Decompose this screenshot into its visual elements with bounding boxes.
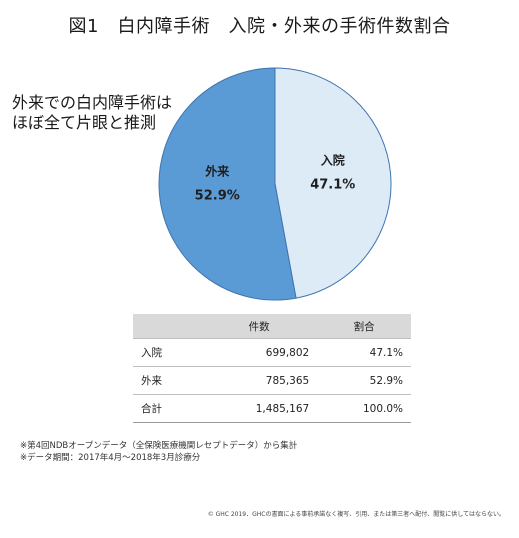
pie-chart: 入院 47.1% 外来 52.9% (158, 67, 392, 301)
table-row: 外来 785,365 52.9% (133, 366, 411, 395)
table-cell-count: 785,365 (201, 366, 318, 395)
table-header-blank (133, 314, 201, 339)
table-cell-label: 入院 (133, 338, 201, 367)
slice-value-label: 47.1% (310, 178, 355, 193)
table-cell-ratio: 100.0% (317, 394, 411, 423)
table-header-ratio: 割合 (317, 314, 411, 339)
pie-slice (158, 67, 297, 301)
chart-title: 図1 白内障手術 入院・外来の手術件数割合 (68, 16, 451, 37)
table-header-row: 件数 割合 (133, 314, 411, 339)
copyright-notice: © GHC 2019．GHCの書面による事前承諾なく複写、引用、または第三者へ配… (207, 511, 505, 518)
footnote-line: ※第4回NDBオープンデータ（全保険医療機関レセプトデータ）から集計 (20, 441, 298, 451)
footnote-line: ※データ期間：2017年4月～2018年3月診療分 (20, 453, 201, 463)
table-cell-label: 合計 (133, 394, 201, 423)
data-table: 件数 割合 入院 699,802 47.1% 外来 785,365 52.9% … (133, 314, 411, 423)
footnotes: ※第4回NDBオープンデータ（全保険医療機関レセプトデータ）から集計 ※データ期… (20, 440, 297, 464)
table-row: 合計 1,485,167 100.0% (133, 394, 411, 423)
pie-slice (274, 67, 392, 299)
slice-label: 外来 (205, 163, 230, 178)
table-cell-count: 1,485,167 (201, 394, 318, 423)
table-cell-count: 699,802 (201, 338, 318, 367)
table-header-count: 件数 (201, 314, 318, 339)
note-line-2: ほぼ全て片眼と推測 (12, 113, 157, 132)
slice-value-label: 52.9% (195, 188, 240, 203)
note-line-1: 外来での白内障手術は (12, 93, 173, 112)
slice-label: 入院 (321, 153, 345, 168)
table-cell-ratio: 47.1% (317, 338, 411, 367)
table-cell-label: 外来 (133, 366, 201, 395)
annotation-note: 外来での白内障手術は ほぼ全て片眼と推測 (12, 93, 172, 133)
table-cell-ratio: 52.9% (317, 366, 411, 395)
table-row: 入院 699,802 47.1% (133, 338, 411, 367)
